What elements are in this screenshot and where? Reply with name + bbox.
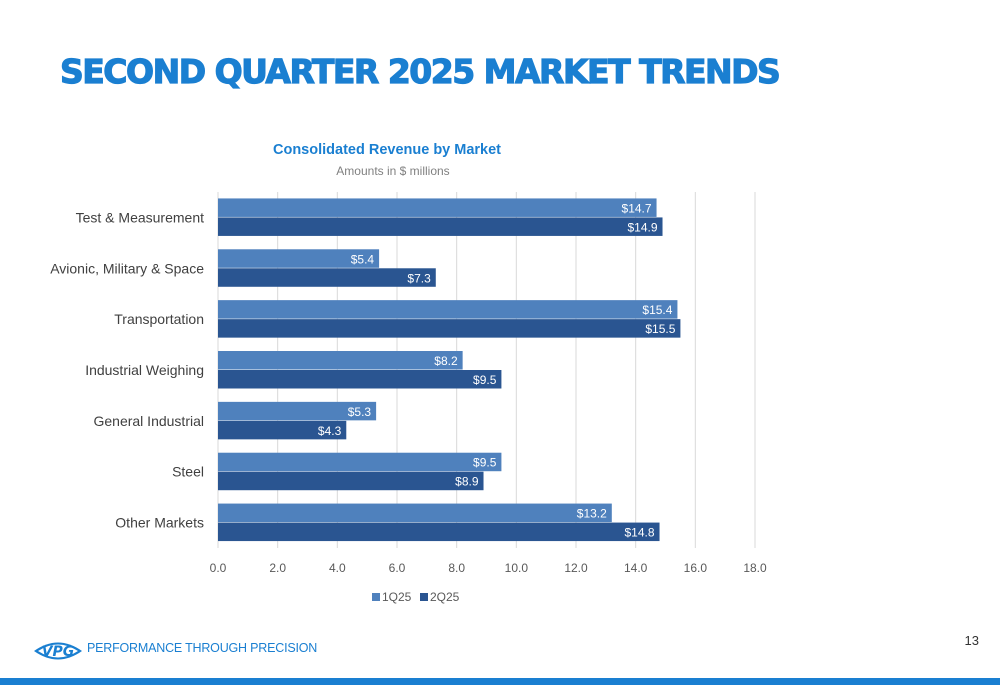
data-label: $15.4 [642,303,672,317]
x-tick-label: 12.0 [564,561,588,575]
data-label: $5.4 [351,252,375,266]
x-tick-label: 0.0 [210,561,227,575]
bar-2Q25 [218,522,660,542]
data-label: $13.2 [577,507,607,521]
logo-text: VPG [42,644,75,660]
x-axis-ticks: 0.0 2.0 4.0 6.0 8.0 10.0 12.0 14.0 16.0 18.0 [210,561,767,575]
bar-2Q25 [218,319,681,338]
data-label: $14.8 [625,526,655,540]
tagline: PERFORMANCE THROUGH PRECISION [87,641,318,655]
category-label: Transportation [114,311,204,327]
category-labels: Test & Measurement Avionic, Military & Sp… [50,209,204,530]
data-label: $15.5 [645,322,675,336]
bar-2Q25 [218,370,502,389]
bar-2Q25 [218,420,347,440]
x-tick-label: 16.0 [684,561,708,575]
bar-1Q25 [218,503,612,523]
legend-label-1Q25: 1Q25 [382,590,412,604]
bars-group: $14.7 $14.9 $5.4 $7.3 $15.4 $15.5 $8.2 $9.5 $5.3… [218,198,681,542]
data-label: $9.5 [473,456,497,470]
legend: 1Q25 2Q25 [372,590,460,604]
x-tick-label: 2.0 [269,561,286,575]
chart-title: Consolidated Revenue by Market [273,142,501,158]
category-label: General Industrial [93,413,204,429]
data-label: $8.9 [455,475,479,489]
bar-1Q25 [218,401,377,421]
slide-title: SECOND QUARTER 2025 MARKET TRENDS [59,51,781,91]
bar-2Q25 [218,471,484,491]
x-tick-label: 18.0 [743,561,767,575]
x-tick-label: 4.0 [329,561,346,575]
bar-1Q25 [218,452,502,472]
category-label: Avionic, Military & Space [50,260,204,276]
category-label: Steel [172,464,204,480]
x-tick-label: 6.0 [389,561,406,575]
x-tick-label: 10.0 [505,561,529,575]
legend-label-2Q25: 2Q25 [430,590,460,604]
x-tick-label: 14.0 [624,561,648,575]
footer-bar [0,678,1000,685]
bar-2Q25 [218,268,436,287]
page-number: 13 [964,633,979,648]
legend-swatch-1Q25 [372,593,380,601]
x-tick-label: 8.0 [448,561,465,575]
category-label: Industrial Weighing [85,362,204,378]
data-label: $14.7 [622,201,652,215]
category-label: Other Markets [115,515,204,531]
bar-1Q25 [218,198,657,217]
data-label: $9.5 [473,373,497,387]
data-label: $7.3 [407,271,431,285]
category-label: Test & Measurement [76,209,204,225]
bar-1Q25 [218,249,380,268]
legend-swatch-2Q25 [420,593,428,601]
chart-subtitle: Amounts in $ millions [336,164,449,178]
bar-1Q25 [218,351,463,370]
bar-2Q25 [218,217,663,236]
data-label: $4.3 [318,424,342,438]
data-label: $8.2 [434,354,458,368]
data-label: $14.9 [627,220,657,234]
data-label: $5.3 [348,405,372,419]
bar-1Q25 [218,300,678,319]
vpg-logo: VPG [34,642,82,660]
